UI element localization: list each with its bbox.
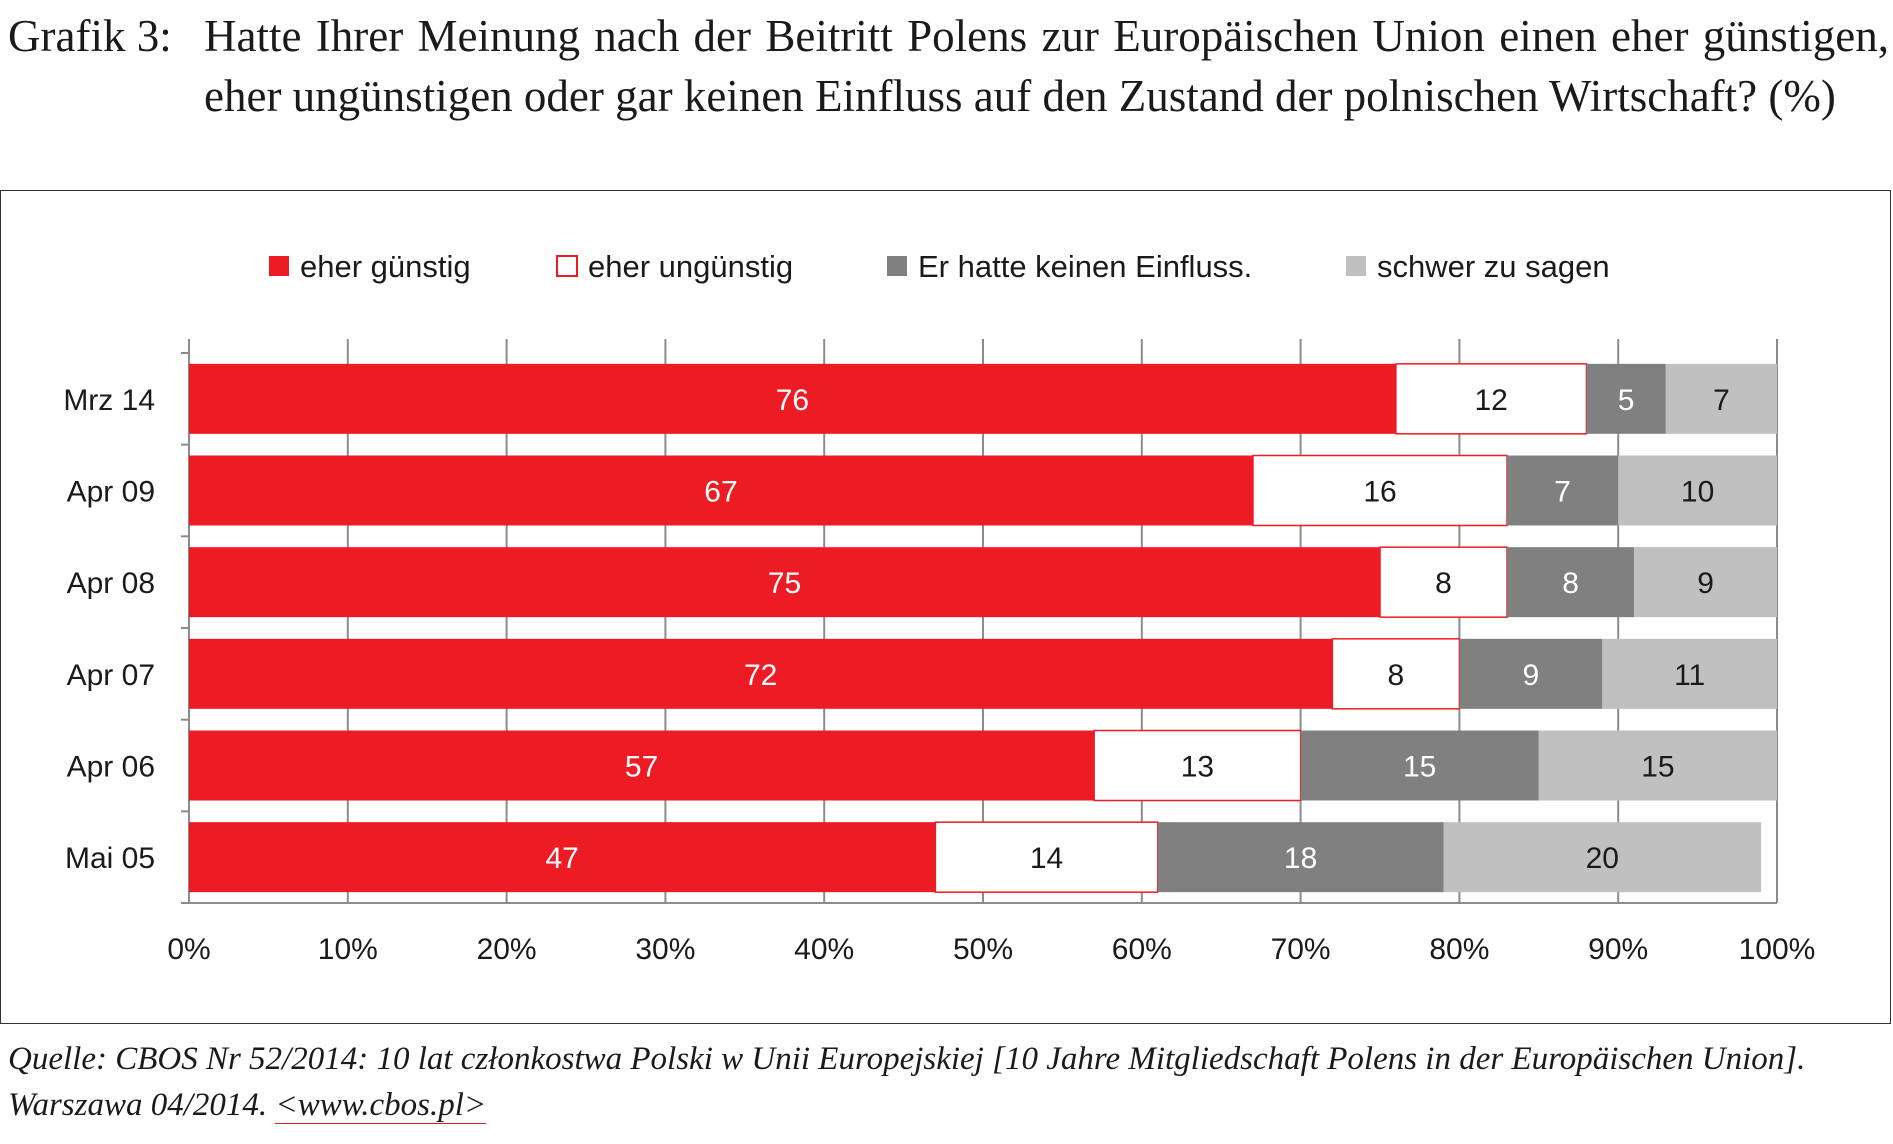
data-label: 20 (1586, 842, 1619, 875)
bar-segment (1157, 822, 1444, 893)
source-link[interactable]: <www.cbos.pl> (275, 1087, 487, 1124)
bar-segment (189, 822, 936, 893)
legend-label: eher ungünstig (588, 249, 793, 284)
data-label: 10 (1681, 476, 1714, 509)
x-tick-label: 20% (477, 933, 537, 966)
bar-segment (189, 455, 1253, 526)
bar-segment (189, 363, 1396, 434)
bar-segment (189, 638, 1333, 709)
source-text: Quelle: CBOS Nr 52/2014: 10 lat członkos… (8, 1041, 1806, 1123)
data-label: 15 (1641, 751, 1674, 784)
bar-segment (1395, 363, 1588, 435)
bar-segment (1093, 729, 1302, 802)
data-label: 12 (1474, 384, 1507, 417)
data-label: 75 (768, 567, 801, 600)
bar-segment (189, 730, 1095, 801)
bar-segment (1379, 546, 1508, 618)
data-label: 16 (1363, 476, 1396, 509)
x-tick-label: 100% (1739, 933, 1816, 966)
stacked-bar-chart: 0% 10% 20% 30% 40% 50% 60% 70% 80% 90% 100%76 12 5 7M… (63, 249, 1816, 966)
category-label: Apr 07 (67, 659, 155, 692)
x-tick-label: 10% (318, 933, 378, 966)
bar-segment (1443, 822, 1762, 893)
data-label: 67 (704, 476, 737, 509)
bar-segment (1634, 547, 1777, 618)
bar-segment (1665, 363, 1777, 434)
data-label: 18 (1284, 842, 1317, 875)
data-label: 8 (1435, 567, 1452, 600)
data-label: 9 (1697, 567, 1714, 600)
category-label: Apr 06 (67, 751, 155, 784)
bar-segment (1459, 638, 1603, 709)
category-label: Apr 09 (67, 476, 155, 509)
bar-segment (1586, 363, 1666, 434)
bar-segment (1618, 455, 1777, 526)
legend-swatch (269, 256, 289, 276)
x-tick-label: 90% (1588, 933, 1648, 966)
data-label: 9 (1523, 659, 1540, 692)
source-note: Quelle: CBOS Nr 52/2014: 10 lat członkos… (8, 1036, 1888, 1128)
x-tick-label: 70% (1271, 933, 1331, 966)
data-label: 57 (625, 751, 658, 784)
data-label: 72 (744, 659, 777, 692)
x-tick-label: 80% (1429, 933, 1489, 966)
legend-label: eher günstig (300, 249, 471, 284)
x-tick-label: 60% (1112, 933, 1172, 966)
bar-segment (1331, 638, 1461, 710)
data-label: 5 (1618, 384, 1635, 417)
bar-segment (934, 821, 1159, 893)
data-label: 47 (545, 842, 578, 875)
data-label: 11 (1674, 659, 1705, 692)
x-tick-label: 30% (635, 933, 695, 966)
data-label: 76 (776, 384, 809, 417)
legend-swatch (556, 255, 578, 277)
bar-segment (1252, 454, 1508, 527)
data-label: 8 (1388, 659, 1405, 692)
bar-segment (1300, 730, 1539, 801)
data-label: 15 (1403, 751, 1436, 784)
x-tick-label: 40% (794, 933, 854, 966)
bar-segment (1507, 455, 1619, 526)
legend-label: Er hatte keinen Einfluss. (918, 249, 1252, 284)
data-label: 7 (1554, 476, 1571, 509)
legend-swatch (887, 256, 907, 276)
bar-segment (1507, 547, 1635, 618)
data-label: 7 (1713, 384, 1730, 417)
x-tick-label: 0% (167, 933, 210, 966)
data-label: 8 (1562, 567, 1579, 600)
category-label: Mrz 14 (63, 384, 155, 417)
x-tick-label: 50% (953, 933, 1013, 966)
chart-frame: 0% 10% 20% 30% 40% 50% 60% 70% 80% 90% 100% 76 12 5 7 M… (0, 190, 1891, 1024)
data-label: 13 (1181, 751, 1214, 784)
bar-segment (189, 547, 1380, 618)
category-label: Apr 08 (67, 567, 155, 600)
bar-segment (1538, 730, 1777, 801)
legend-swatch (1346, 256, 1366, 276)
figure-title: Hatte Ihrer Meinung nach der Beitritt Po… (204, 11, 1889, 121)
legend-label: schwer zu sagen (1377, 249, 1610, 284)
bar-segment (1602, 638, 1777, 709)
category-label: Mai 05 (65, 842, 155, 875)
figure-number: Grafik 3: (8, 11, 172, 61)
data-label: 14 (1030, 842, 1063, 875)
